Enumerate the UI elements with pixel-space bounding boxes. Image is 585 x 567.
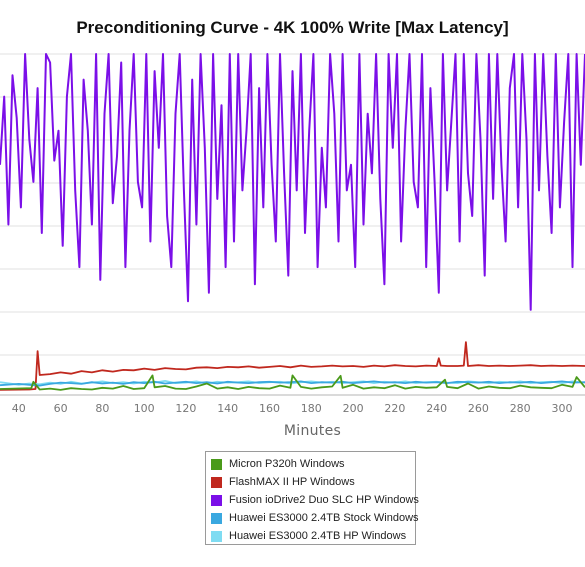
- x-tick-label: 240: [426, 402, 447, 415]
- legend-item-huawei-stock[interactable]: Huawei ES3000 2.4TB Stock Windows: [211, 509, 419, 527]
- legend-label-micron: Micron P320h Windows: [229, 458, 345, 470]
- legend-label-fusion: Fusion ioDrive2 Duo SLC HP Windows: [229, 494, 419, 506]
- series-line-huawei-es3000-2-4tb-hp-windows: [0, 379, 585, 386]
- series-line-huawei-es3000-2-4tb-stock-windows: [0, 380, 585, 387]
- series-line-flashmax-ii-hp-windows: [0, 341, 585, 391]
- legend-swatch-huawei-stock: [211, 512, 222, 524]
- legend-item-micron[interactable]: Micron P320h Windows: [211, 455, 415, 473]
- x-tick-label: 40: [12, 402, 26, 415]
- legend-item-huawei-hp[interactable]: Huawei ES3000 2.4TB HP Windows: [211, 527, 415, 545]
- legend-item-fusion[interactable]: Fusion ioDrive2 Duo SLC HP Windows: [211, 491, 419, 509]
- chart-title: Preconditioning Curve - 4K 100% Write [M…: [76, 18, 509, 37]
- x-tick-label: 220: [384, 402, 405, 415]
- x-tick-label: 140: [217, 402, 238, 415]
- x-tick-label: 180: [301, 402, 322, 415]
- x-tick-label: 160: [259, 402, 280, 415]
- legend-swatch-flashmax: [211, 476, 222, 488]
- legend-label-huawei-hp: Huawei ES3000 2.4TB HP Windows: [229, 530, 407, 542]
- legend-label-flashmax: FlashMAX II HP Windows: [229, 476, 355, 488]
- x-tick-label: 280: [510, 402, 531, 415]
- legend-swatch-micron: [211, 458, 222, 470]
- x-tick-label: 200: [343, 402, 364, 415]
- x-tick-label: 60: [54, 402, 68, 415]
- legend: Micron P320h Windows FlashMAX II HP Wind…: [205, 451, 419, 545]
- plot-area: 40 60 80 100 120 140 160 180 200 220 240 260 280 300: [0, 53, 585, 415]
- x-tick-label: 120: [175, 402, 196, 415]
- x-tick-label: 260: [468, 402, 489, 415]
- series-line-micron-p320h-windows: [0, 374, 585, 391]
- legend-swatch-fusion: [211, 494, 222, 506]
- x-tick-label: 80: [95, 402, 109, 415]
- x-tick-labels: 40 60 80 100 120 140 160 180 200 220 240 260 280 300: [12, 402, 573, 415]
- x-axis-title: Minutes: [283, 423, 342, 439]
- legend-swatch-huawei-hp: [211, 530, 222, 542]
- series-line-fusion-iodrive2-duo-slc-hp-windows: [0, 53, 585, 311]
- legend-item-flashmax[interactable]: FlashMAX II HP Windows: [211, 473, 415, 491]
- x-tick-label: 300: [552, 402, 573, 415]
- series-lines: [0, 53, 585, 391]
- x-tick-label: 100: [134, 402, 155, 415]
- legend-label-huawei-stock: Huawei ES3000 2.4TB Stock Windows: [229, 512, 419, 524]
